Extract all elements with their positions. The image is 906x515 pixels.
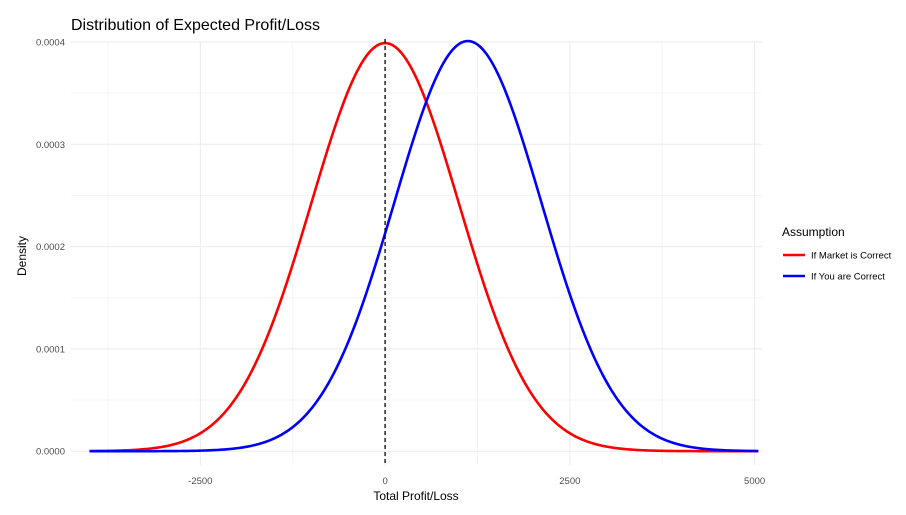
y-tick-label: 0.0004	[36, 38, 65, 49]
legend-label: If You are Correct	[811, 272, 885, 283]
chart-title: Distribution of Expected Profit/Loss	[71, 17, 320, 34]
plot-area	[71, 39, 762, 465]
series-line-1	[89, 41, 759, 453]
grid-major-lines	[71, 41, 762, 465]
legend: Assumption If Market is Correct If You ar…	[782, 225, 892, 283]
x-axis-label: Total Profit/Loss	[373, 489, 458, 503]
y-tick-label: 0.0003	[36, 140, 65, 151]
x-axis-ticks: -2500 0 2500 5000	[188, 476, 765, 487]
y-tick-label: 0.0000	[36, 447, 65, 458]
legend-title: Assumption	[782, 225, 845, 239]
x-tick-label: 2500	[559, 476, 580, 487]
legend-items: If Market is Correct If You are Correct	[783, 251, 892, 283]
y-axis-label: Density	[15, 236, 29, 276]
legend-label: If Market is Correct	[811, 251, 892, 262]
y-tick-label: 0.0002	[36, 242, 65, 253]
grid-minor-lines	[71, 42, 762, 465]
y-axis-ticks: 0.0000 0.0001 0.0002 0.0003 0.0004	[36, 38, 65, 458]
x-tick-label: -2500	[188, 476, 212, 487]
y-tick-label: 0.0001	[36, 344, 65, 355]
series-line-2	[89, 39, 759, 453]
x-tick-label: 5000	[744, 476, 765, 487]
x-tick-label: 0	[382, 476, 387, 487]
series-lines	[89, 39, 759, 453]
